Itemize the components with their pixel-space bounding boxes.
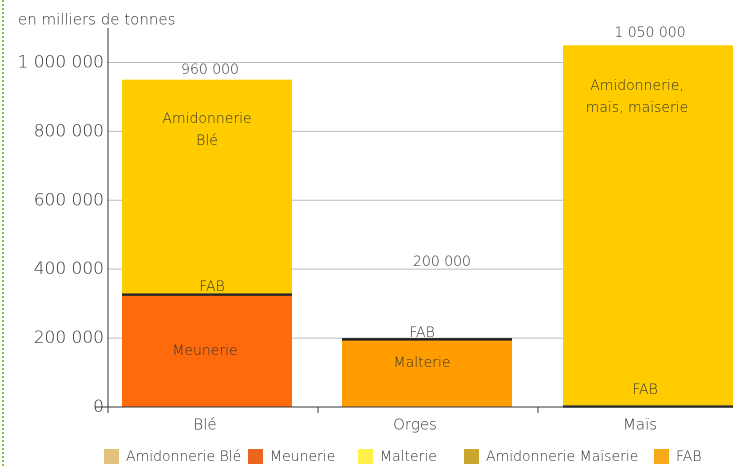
y-tick-label: 1 000 000: [17, 52, 104, 72]
bar-segment: [122, 293, 292, 296]
y-tick-label: 600 000: [34, 190, 104, 210]
segment-label: Meunerie: [172, 343, 237, 359]
x-tick-label: Orges: [393, 416, 437, 434]
segment-label: Malterie: [394, 355, 451, 371]
legend-label: FAB: [676, 449, 702, 465]
legend-label: Amidonnerie Blé: [126, 449, 241, 465]
y-tick-label: 800 000: [34, 121, 104, 141]
legend-swatch: [358, 449, 373, 464]
segment-label-line: Amidonnerie: [162, 111, 251, 127]
bar-segment: [122, 79, 292, 294]
legend-label: Meunerie: [270, 449, 335, 465]
total-label: 960 000: [181, 62, 239, 78]
legend-label: Amidonnerie Maïserie: [486, 449, 638, 465]
bar-segment: [342, 338, 512, 341]
legend-label: Malterie: [380, 449, 437, 465]
segment-label-line: FAB: [632, 382, 658, 398]
bar-segment: [122, 295, 292, 407]
segment-label-line: maïs, maïserie: [586, 100, 689, 116]
segment-label: FAB: [409, 325, 435, 341]
segment-label-line: FAB: [199, 279, 225, 295]
x-tick-label: Blé: [193, 416, 216, 434]
segment-label-line: FAB: [409, 325, 435, 341]
legend-swatch: [654, 449, 669, 464]
legend-swatch: [104, 449, 119, 464]
segment-label-line: Meunerie: [172, 343, 237, 359]
y-tick-label: 400 000: [34, 259, 104, 279]
bar-segment: [342, 339, 512, 407]
segment-label-line: Amidonnerie,: [590, 78, 684, 94]
segment-label: Amidonnerie Blé: [162, 111, 251, 149]
y-tick-label: 200 000: [34, 328, 104, 348]
segment-label: Amidonnerie, maïs, maïserie: [586, 78, 689, 116]
y-axis-label: en milliers de tonnes: [18, 11, 175, 29]
segment-label-line: Malterie: [394, 355, 451, 371]
segment-label-line: Blé: [196, 133, 218, 149]
segment-label: FAB: [632, 382, 658, 398]
bar-segment: [563, 45, 733, 406]
total-label: 1 050 000: [614, 25, 685, 41]
legend-swatch: [464, 449, 479, 464]
total-label: 200 000: [413, 254, 471, 270]
x-tick-label: Maïs: [623, 416, 657, 434]
legend-swatch: [248, 449, 263, 464]
segment-label: FAB: [199, 279, 225, 295]
